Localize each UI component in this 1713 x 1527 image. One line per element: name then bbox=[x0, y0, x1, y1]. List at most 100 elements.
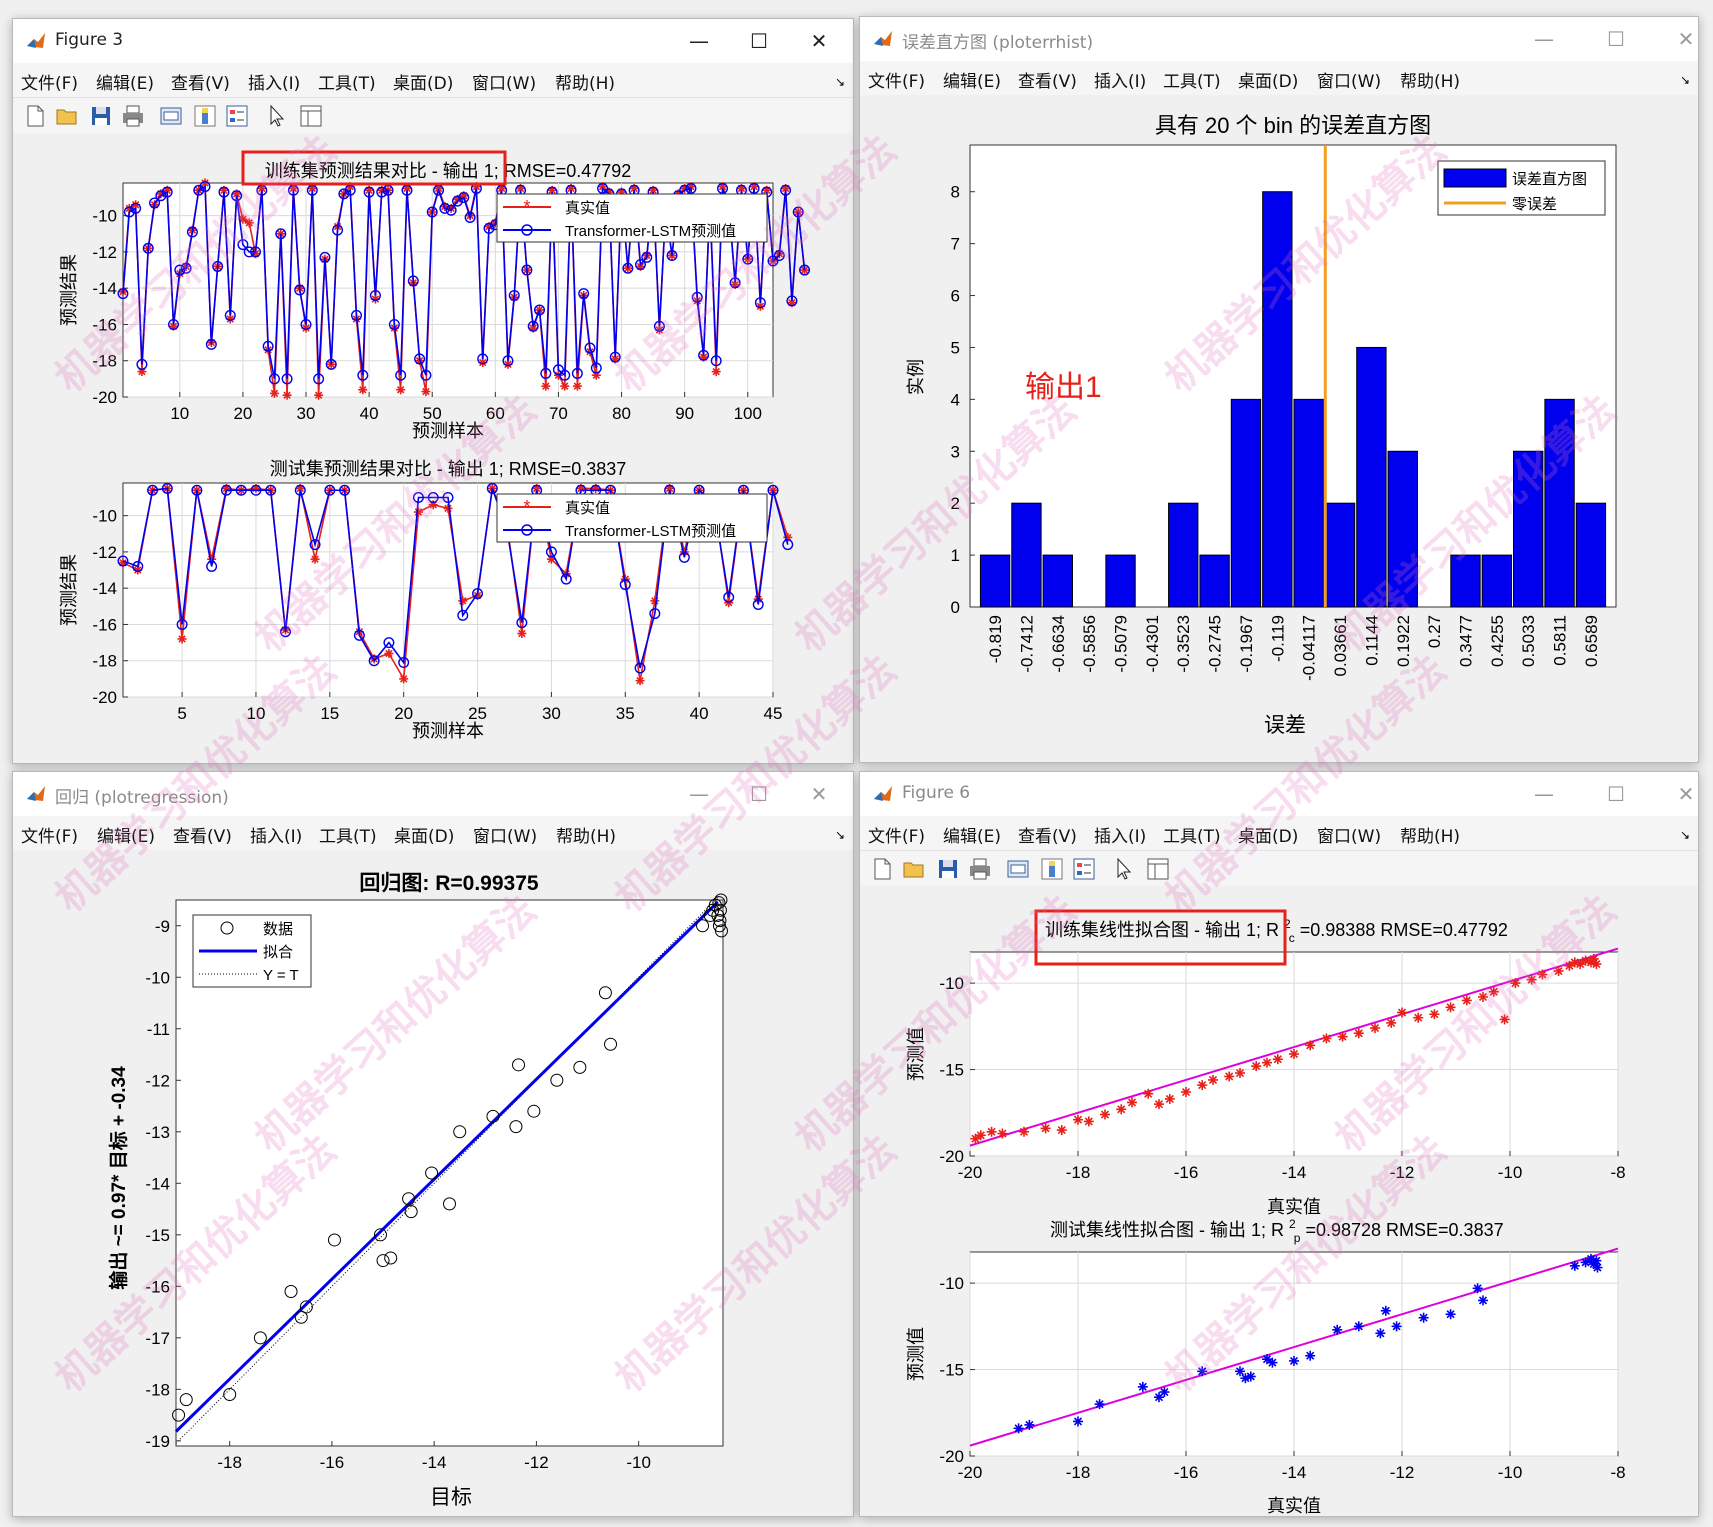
legend-icon[interactable] bbox=[225, 104, 249, 128]
x-tick-label: 30 bbox=[542, 704, 561, 723]
star-marker bbox=[1154, 1100, 1164, 1109]
fit-train-ylabel: 预测值 bbox=[906, 1027, 926, 1081]
y-tick-label: -20 bbox=[92, 688, 117, 707]
open-folder-icon[interactable] bbox=[55, 104, 79, 128]
save-icon[interactable] bbox=[936, 857, 960, 881]
menu-desktop[interactable]: 桌面(D) bbox=[1238, 72, 1299, 92]
hist-ticks: 0 1 2 3 4 5 6 7 8 -0.819 -0.7412 -0.6634 -0.5856 -0.5… bbox=[951, 183, 1601, 681]
menu-view[interactable]: 查看(V) bbox=[1018, 72, 1077, 92]
close-button[interactable]: ✕ bbox=[810, 29, 828, 53]
pointer-icon[interactable] bbox=[1112, 857, 1136, 881]
dock-arrow-icon[interactable]: ↘ bbox=[1679, 73, 1690, 87]
maximize-button[interactable]: ☐ bbox=[750, 29, 768, 53]
figure6-titlebar[interactable]: Figure 6 — ☐ ✕ bbox=[860, 772, 1698, 816]
menu-edit[interactable]: 编辑(E) bbox=[97, 827, 156, 847]
predicted-marker bbox=[383, 637, 395, 649]
hist-bar bbox=[1105, 554, 1136, 608]
figure3-titlebar[interactable]: Figure 3 — ☐ ✕ bbox=[13, 19, 853, 63]
menu-desktop[interactable]: 桌面(D) bbox=[393, 74, 454, 94]
close-button[interactable]: ✕ bbox=[1677, 782, 1695, 806]
property-editor-icon[interactable] bbox=[1146, 857, 1170, 881]
star-marker bbox=[1160, 1387, 1169, 1397]
save-icon[interactable] bbox=[89, 104, 113, 128]
menu-tools[interactable]: 工具(T) bbox=[318, 74, 376, 94]
menu-help[interactable]: 帮助(H) bbox=[556, 827, 617, 847]
menu-file[interactable]: 文件(F) bbox=[21, 74, 79, 94]
test-xlabel: 预测样本 bbox=[412, 721, 484, 741]
menu-window[interactable]: 窗口(W) bbox=[1317, 72, 1382, 92]
menu-view[interactable]: 查看(V) bbox=[171, 74, 230, 94]
new-file-icon[interactable] bbox=[870, 857, 894, 881]
menu-help[interactable]: 帮助(H) bbox=[555, 74, 616, 94]
star-marker bbox=[1392, 1322, 1401, 1331]
menu-view[interactable]: 查看(V) bbox=[1018, 827, 1077, 847]
property-editor-icon[interactable] bbox=[299, 104, 323, 128]
menu-view[interactable]: 查看(V) bbox=[173, 827, 232, 847]
link-axes-icon[interactable] bbox=[159, 104, 183, 128]
hist-ylabel: 实例 bbox=[906, 359, 926, 395]
window-title: 误差直方图 (ploterrhist) bbox=[902, 33, 1094, 53]
x-tick-label: 0.3477 bbox=[1456, 615, 1475, 667]
y-tick-label: 7 bbox=[951, 235, 960, 254]
pointer-icon[interactable] bbox=[265, 104, 289, 128]
histogram-plot: 0 1 2 3 4 5 6 7 8 -0.819 -0.7412 -0.6634 -0.5856 -0.5… bbox=[906, 113, 1617, 737]
dock-arrow-icon[interactable]: ↘ bbox=[834, 75, 845, 89]
legend-star-marker: * bbox=[523, 497, 530, 517]
print-icon[interactable] bbox=[121, 104, 145, 128]
menu-file[interactable]: 文件(F) bbox=[868, 827, 926, 847]
menu-help[interactable]: 帮助(H) bbox=[1400, 827, 1461, 847]
link-axes-icon[interactable] bbox=[1006, 857, 1030, 881]
menu-window[interactable]: 窗口(W) bbox=[472, 74, 537, 94]
test-title: 测试集预测结果对比 - 输出 1; RMSE=0.3837 bbox=[270, 459, 627, 479]
dock-arrow-icon[interactable]: ↘ bbox=[1679, 828, 1690, 842]
menu-file[interactable]: 文件(F) bbox=[21, 827, 79, 847]
minimize-button[interactable]: — bbox=[1534, 27, 1554, 51]
dock-arrow-icon[interactable]: ↘ bbox=[834, 828, 845, 842]
figure6-content: -20 -18 -16 -14 -12 -10 -8 -20 -15 -10 训练集线性拟合图 -… bbox=[860, 886, 1698, 1516]
maximize-button[interactable]: ☐ bbox=[750, 782, 768, 806]
minimize-button[interactable]: — bbox=[689, 782, 709, 806]
predicted-marker bbox=[117, 288, 129, 300]
hist-bar bbox=[1042, 554, 1073, 608]
maximize-button[interactable]: ☐ bbox=[1607, 27, 1625, 51]
hist-bar bbox=[979, 554, 1011, 608]
menu-tools[interactable]: 工具(T) bbox=[1163, 827, 1221, 847]
star-marker bbox=[586, 347, 594, 356]
colorbar-icon[interactable] bbox=[1040, 857, 1064, 881]
menu-window[interactable]: 窗口(W) bbox=[1317, 827, 1382, 847]
star-marker bbox=[1538, 970, 1547, 979]
menu-desktop[interactable]: 桌面(D) bbox=[394, 827, 455, 847]
figure-toolbar bbox=[13, 97, 853, 133]
menu-edit[interactable]: 编辑(E) bbox=[943, 827, 1002, 847]
star-marker bbox=[1235, 1068, 1245, 1078]
predicted-marker bbox=[161, 186, 173, 198]
close-button[interactable]: ✕ bbox=[810, 782, 828, 806]
errhist-titlebar[interactable]: 误差直方图 (ploterrhist) — ☐ ✕ bbox=[860, 17, 1698, 61]
menu-window[interactable]: 窗口(W) bbox=[473, 827, 538, 847]
close-button[interactable]: ✕ bbox=[1677, 27, 1695, 51]
minimize-button[interactable]: — bbox=[689, 29, 709, 53]
colorbar-icon[interactable] bbox=[193, 104, 217, 128]
open-folder-icon[interactable] bbox=[902, 857, 926, 881]
menu-tools[interactable]: 工具(T) bbox=[1163, 72, 1221, 92]
data-point bbox=[550, 1073, 564, 1087]
menu-tools[interactable]: 工具(T) bbox=[319, 827, 377, 847]
menu-insert[interactable]: 插入(I) bbox=[1094, 827, 1147, 847]
legend-icon[interactable] bbox=[1072, 857, 1096, 881]
menu-file[interactable]: 文件(F) bbox=[868, 72, 926, 92]
print-icon[interactable] bbox=[968, 857, 992, 881]
menu-insert[interactable]: 插入(I) bbox=[248, 74, 301, 94]
menu-desktop[interactable]: 桌面(D) bbox=[1238, 827, 1299, 847]
regression-titlebar[interactable]: 回归 (plotregression) — ☐ ✕ bbox=[13, 772, 853, 816]
menu-help[interactable]: 帮助(H) bbox=[1400, 72, 1461, 92]
menu-edit[interactable]: 编辑(E) bbox=[943, 72, 1002, 92]
menu-insert[interactable]: 插入(I) bbox=[1094, 72, 1147, 92]
menu-edit[interactable]: 编辑(E) bbox=[96, 74, 155, 94]
maximize-button[interactable]: ☐ bbox=[1607, 782, 1625, 806]
new-file-icon[interactable] bbox=[23, 104, 47, 128]
window-title: Figure 3 bbox=[55, 30, 124, 50]
menu-insert[interactable]: 插入(I) bbox=[250, 827, 303, 847]
minimize-button[interactable]: — bbox=[1534, 782, 1554, 806]
predicted-marker bbox=[799, 264, 811, 276]
output1-annotation: 输出1 bbox=[1025, 371, 1102, 404]
